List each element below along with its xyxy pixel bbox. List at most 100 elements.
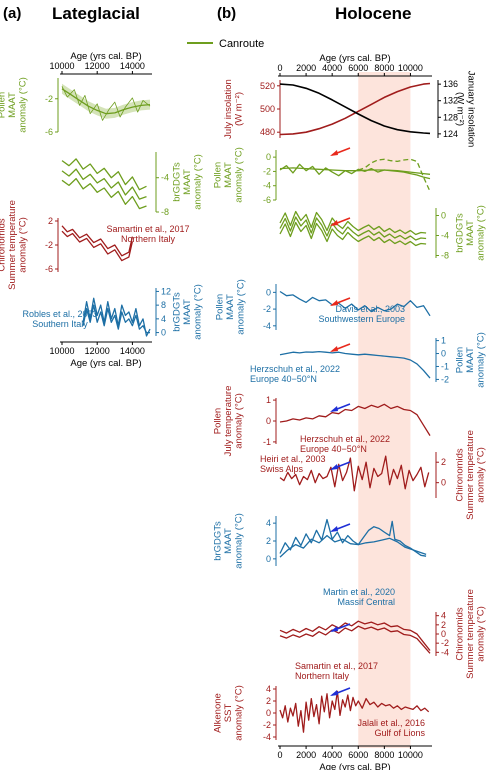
y-tick-label: -4 bbox=[161, 173, 169, 183]
y-axis-label: PollenMAATanomaly (°C) bbox=[215, 279, 247, 335]
x-tick-label: 12000 bbox=[85, 346, 110, 356]
y-tick-label: -6 bbox=[45, 127, 53, 137]
y-axis-label: brGDGTsMAATanomaly (°C) bbox=[455, 205, 487, 261]
arrow-blue-icon bbox=[330, 687, 351, 696]
y-axis-label: brGDGTsMAATanomaly (°C) bbox=[213, 513, 245, 569]
series-line bbox=[279, 167, 431, 175]
y-tick-label: 132 bbox=[443, 96, 458, 106]
chart-hol-pollen-july: 1 0 -1 PollenJuly temperatureanomaly (°C) He… bbox=[213, 386, 431, 457]
chart-hol-brgdgt-martin: 4 2 0 brGDGTsMAATanomaly (°C) Martin et al.,… bbox=[213, 513, 427, 607]
y-tick-label: -6 bbox=[263, 195, 271, 205]
series-line bbox=[358, 158, 431, 192]
arrow-red-icon bbox=[330, 297, 351, 306]
uncertainty-band bbox=[62, 83, 150, 119]
series-line bbox=[61, 86, 151, 121]
x-tick-label: 8000 bbox=[374, 750, 394, 760]
y-tick-label: -2 bbox=[263, 720, 271, 730]
y-axis-label: ChironomidsSummer temperatureanomaly (°C… bbox=[0, 200, 29, 290]
chart-lg-chiro: 2 -2 -6 ChironomidsSummer temperatureanomal… bbox=[0, 200, 190, 290]
y-axis-label-right: January insolation(W m⁻²) bbox=[455, 71, 477, 148]
chart-hol-chiro-heiri: 2 0 ChironomidsSummer temperatureanomaly (… bbox=[260, 430, 487, 520]
chart-hol-pollen: 0 -2 -4 -6 PollenMAATanomaly (°C) bbox=[213, 147, 431, 205]
series-line bbox=[279, 534, 427, 558]
y-tick-label: -6 bbox=[45, 264, 53, 274]
y-axis-label: ChironomidsSummer temperatureanomaly (°C… bbox=[455, 430, 487, 520]
series-line bbox=[279, 625, 431, 654]
reference-label: Gulf of Lions bbox=[374, 728, 425, 738]
x-tick-label: 10000 bbox=[398, 63, 423, 73]
y-tick-label: -2 bbox=[263, 304, 271, 314]
y-tick-label: -4 bbox=[263, 321, 271, 331]
series-line bbox=[279, 221, 427, 247]
x-axis-label: Age (yrs cal. BP) bbox=[70, 358, 141, 369]
chart-hol-chiro-samartin: 420-2-4 ChironomidsSummer temperatureanom… bbox=[279, 589, 487, 681]
series-line bbox=[279, 210, 427, 236]
y-tick-label: 0 bbox=[441, 629, 446, 639]
y-tick-label: 4 bbox=[441, 611, 446, 621]
y-tick-label: 0 bbox=[441, 211, 446, 221]
legend: Canroute bbox=[187, 38, 264, 50]
y-tick-label: -4 bbox=[263, 181, 271, 191]
chart-hol-pollen-herzschuh: 1 0 -1 -2 PollenMAATanomaly (°C) Herzschuh et… bbox=[250, 332, 487, 388]
x-axis-label: Age (yrs cal. BP) bbox=[319, 762, 390, 770]
y-axis-label: PollenJuly temperatureanomaly (°C) bbox=[213, 386, 245, 457]
y-tick-label: -2 bbox=[45, 240, 53, 250]
y-axis-label: brGDGTsMAATanomaly (°C) bbox=[172, 284, 204, 340]
y-tick-label: 1 bbox=[266, 395, 271, 405]
series-line bbox=[61, 230, 134, 262]
y-tick-label: -1 bbox=[441, 361, 449, 371]
y-tick-label: 2 bbox=[266, 696, 271, 706]
series-line bbox=[61, 168, 147, 200]
y-tick-label: 12 bbox=[161, 286, 171, 296]
y-tick-label: 1 bbox=[441, 336, 446, 346]
series-line bbox=[279, 403, 431, 436]
y-tick-label: 2 bbox=[266, 536, 271, 546]
x-tick-label: 6000 bbox=[348, 750, 368, 760]
y-tick-label: -2 bbox=[45, 94, 53, 104]
y-axis-label: PollenMAATanomaly (°C) bbox=[455, 332, 487, 388]
x-axis-top-holocene: 0 2000 4000 6000 8000 10000 Age (yrs cal. BP) bbox=[277, 53, 432, 77]
y-tick-label: -4 bbox=[441, 647, 449, 657]
panel-title-lateglacial: Lateglacial bbox=[52, 4, 140, 23]
reference-label: Swiss Alps bbox=[260, 464, 304, 474]
arrow-blue-icon bbox=[330, 461, 351, 470]
series-line bbox=[61, 158, 147, 191]
series-line bbox=[279, 163, 431, 180]
y-tick-label: 480 bbox=[260, 127, 275, 137]
y-tick-label: -1 bbox=[263, 437, 271, 447]
y-tick-label: 0 bbox=[266, 708, 271, 718]
y-tick-label: 0 bbox=[161, 328, 166, 338]
reference-label: Northern Italy bbox=[121, 234, 176, 244]
series-line bbox=[279, 350, 431, 379]
x-tick-label: 10000 bbox=[398, 750, 423, 760]
y-axis-label: PollenMAATanomaly (°C) bbox=[0, 77, 29, 133]
arrow-red-icon bbox=[330, 147, 351, 156]
y-tick-label: 2 bbox=[48, 216, 53, 226]
series-line bbox=[82, 297, 151, 337]
x-tick-label: 4000 bbox=[322, 63, 342, 73]
y-tick-label: 136 bbox=[443, 79, 458, 89]
x-tick-label: 14000 bbox=[120, 61, 145, 71]
reference-label: Europe 40−50°N bbox=[250, 374, 317, 384]
y-tick-label: 4 bbox=[266, 684, 271, 694]
series-line bbox=[61, 225, 134, 257]
y-axis-label: AlkenoneSSTanomaly (°C) bbox=[213, 685, 245, 741]
x-axis-bottom-lg-brgdgt-robles: 10000 12000 14000 Age (yrs cal. BP) bbox=[49, 341, 152, 369]
chart-hol-insolation: 520 500 480 136 132 128 124 July insolation(W m… bbox=[223, 71, 477, 148]
x-tick-label: 4000 bbox=[322, 750, 342, 760]
y-tick-label: -2 bbox=[441, 638, 449, 648]
x-tick-label: 8000 bbox=[374, 63, 394, 73]
reference-label: Robles et al., 2023 bbox=[22, 309, 97, 319]
y-tick-label: 0 bbox=[441, 349, 446, 359]
series-line bbox=[279, 620, 431, 651]
panel-title-holocene: Holocene bbox=[335, 4, 412, 23]
y-tick-label: -8 bbox=[441, 251, 449, 261]
reference-label: Samartin et al., 2017 bbox=[295, 661, 378, 671]
chart-lg-brgdgt-robles: 12 8 4 0 brGDGTsMAATanomaly (°C) Robles et al… bbox=[22, 284, 203, 340]
y-tick-label: -2 bbox=[441, 374, 449, 384]
y-tick-label: 520 bbox=[260, 81, 275, 91]
arrow-blue-icon bbox=[330, 523, 351, 532]
y-tick-label: 500 bbox=[260, 104, 275, 114]
chart-hol-brgdgt: 0 -4 -8 brGDGTsMAATanomaly (°C) bbox=[279, 205, 487, 261]
y-tick-label: 0 bbox=[266, 554, 271, 564]
